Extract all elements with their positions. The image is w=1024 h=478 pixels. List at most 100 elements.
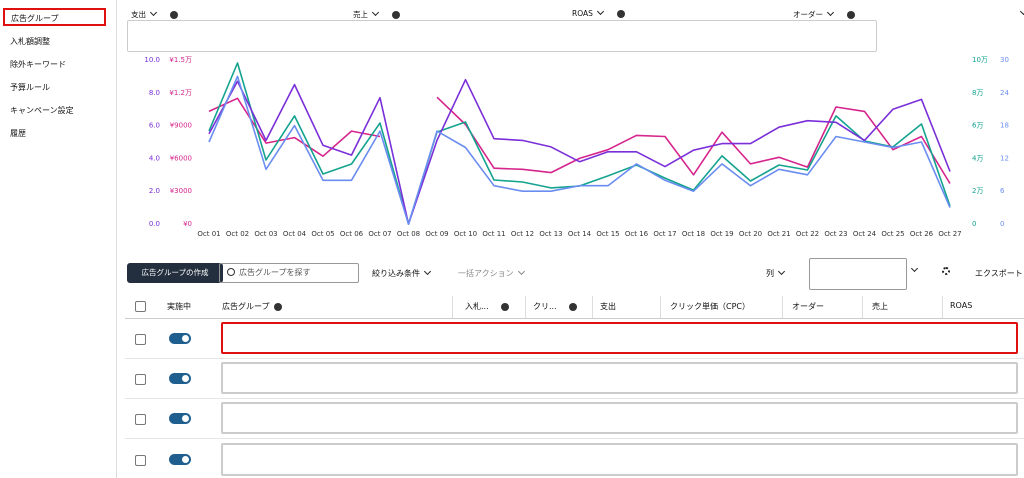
series-line [436, 96, 951, 184]
row-rule [125, 398, 1024, 399]
x-tick-label: Oct 13 [539, 230, 562, 238]
info-icon[interactable] [500, 302, 509, 311]
status-toggle[interactable] [169, 333, 191, 344]
y-tick-label: ¥0 [183, 220, 192, 228]
column-separator [782, 296, 783, 318]
metric-selector[interactable]: 支出 [131, 8, 178, 20]
settings-icon[interactable] [942, 267, 950, 275]
x-tick-label: Oct 09 [425, 230, 448, 238]
y-tick-label: 6 [1000, 187, 1005, 195]
metric-selector[interactable]: オーダー [793, 8, 855, 20]
y-tick-label: 30 [1000, 56, 1009, 64]
column-separator [862, 296, 863, 318]
ad-group-cell[interactable] [221, 322, 1018, 354]
columns[interactable]: 列 [766, 267, 786, 279]
status-toggle[interactable] [169, 413, 191, 424]
search-placeholder: 広告グループを探す [239, 268, 311, 277]
y-tick-label: 2.0 [149, 187, 160, 195]
info-icon[interactable] [616, 10, 625, 18]
y-tick-label: 6万 [972, 122, 983, 130]
column-separator [942, 296, 943, 318]
series-line [208, 78, 951, 225]
row-checkbox[interactable] [135, 374, 146, 385]
column-header: クリック単価（CPC） [670, 301, 750, 312]
column-header: 広告グループ [222, 301, 282, 312]
y-tick-label: 8.0 [149, 89, 160, 97]
y-tick-label: 0 [1000, 220, 1004, 228]
column-select-arrow[interactable] [910, 264, 919, 273]
y-tick-label: 0 [972, 220, 976, 228]
y-tick-label: 6.0 [149, 122, 160, 130]
info-icon[interactable] [273, 302, 282, 311]
row-rule [125, 438, 1024, 439]
metric-selector[interactable]: 売上 [353, 8, 400, 20]
x-tick-label: Oct 01 [197, 230, 220, 238]
info-icon[interactable] [568, 302, 577, 311]
header-checkbox[interactable] [135, 301, 146, 312]
column-header: 入札... [465, 301, 509, 312]
x-tick-label: Oct 18 [682, 230, 705, 238]
x-tick-label: Oct 25 [881, 230, 904, 238]
header-text: 広告グループ [222, 302, 270, 311]
chevron [826, 8, 835, 17]
sidebar-item[interactable]: 入札額調整 [10, 37, 50, 46]
metric-selector[interactable]: ROAS [572, 7, 625, 18]
info-icon[interactable] [170, 11, 178, 19]
status-toggle[interactable] [169, 373, 191, 384]
row-checkbox[interactable] [135, 414, 146, 425]
header-text: 売上 [872, 302, 888, 311]
sidebar: 広告グループ入札額調整除外キーワード 予算ルールキャンペーン設定 履歴 [0, 0, 117, 478]
info-icon[interactable] [392, 11, 400, 19]
series-line [208, 62, 951, 225]
row-rule [125, 358, 1024, 359]
y-tick-label: 0.0 [149, 220, 160, 228]
ad-group-cell[interactable] [221, 443, 1018, 476]
sidebar-item[interactable]: 予算ルール [10, 83, 50, 92]
y-tick-label: 2万 [972, 187, 983, 195]
metric-name: オーダー [793, 10, 823, 19]
info-icon[interactable] [847, 11, 855, 19]
sidebar-item[interactable]: 除外キーワード [10, 60, 66, 69]
row-checkbox[interactable] [135, 334, 146, 345]
column-header: クリ... [533, 301, 577, 312]
metric-name: 売上 [353, 10, 368, 19]
columns-label: 列 [766, 269, 774, 278]
y-tick-label: 18 [1000, 122, 1009, 130]
column-separator [660, 296, 661, 318]
x-tick-label: Oct 12 [511, 230, 534, 238]
ad-group-cell[interactable] [221, 402, 1018, 434]
y-tick-label: ¥3000 [170, 187, 192, 195]
header-text: オーダー [792, 302, 824, 311]
header-text: クリ... [533, 302, 557, 311]
x-tick-label: Oct 17 [653, 230, 676, 238]
row-checkbox[interactable] [135, 455, 146, 466]
status-toggle[interactable] [169, 454, 191, 465]
series-line [208, 97, 381, 157]
chevron [149, 8, 158, 17]
bulk-action[interactable]: 一括アクション [458, 267, 525, 279]
filter-label: 絞り込み条件 [372, 269, 420, 278]
filter[interactable]: 絞り込み条件 [372, 267, 432, 279]
column-separator [525, 296, 526, 318]
sidebar-item[interactable]: 広告グループ [3, 8, 106, 26]
search-box[interactable]: 広告グループを探す [219, 263, 359, 283]
ad-group-cell[interactable] [221, 362, 1018, 394]
column-separator [452, 296, 453, 318]
y-tick-label: ¥1.5万 [169, 56, 192, 64]
column-select[interactable] [809, 258, 907, 290]
export[interactable]: エクスポート [975, 269, 1023, 278]
header-text: 支出 [600, 302, 616, 311]
create-button[interactable]: 広告グループの作成 [127, 263, 223, 283]
y-tick-label: 4.0 [149, 154, 160, 162]
sidebar-item[interactable]: キャンペーン設定 [10, 106, 74, 115]
x-tick-label: Oct 23 [824, 230, 847, 238]
x-tick-label: Oct 11 [482, 230, 505, 238]
y-tick-label: 4万 [972, 154, 983, 162]
y-tick-label: 8万 [972, 89, 983, 97]
column-separator [592, 296, 593, 318]
sidebar-item[interactable]: 履歴 [10, 129, 26, 138]
y-tick-label: ¥1.2万 [169, 89, 192, 97]
y-tick-label: 10万 [972, 56, 988, 64]
x-tick-label: Oct 27 [938, 230, 961, 238]
